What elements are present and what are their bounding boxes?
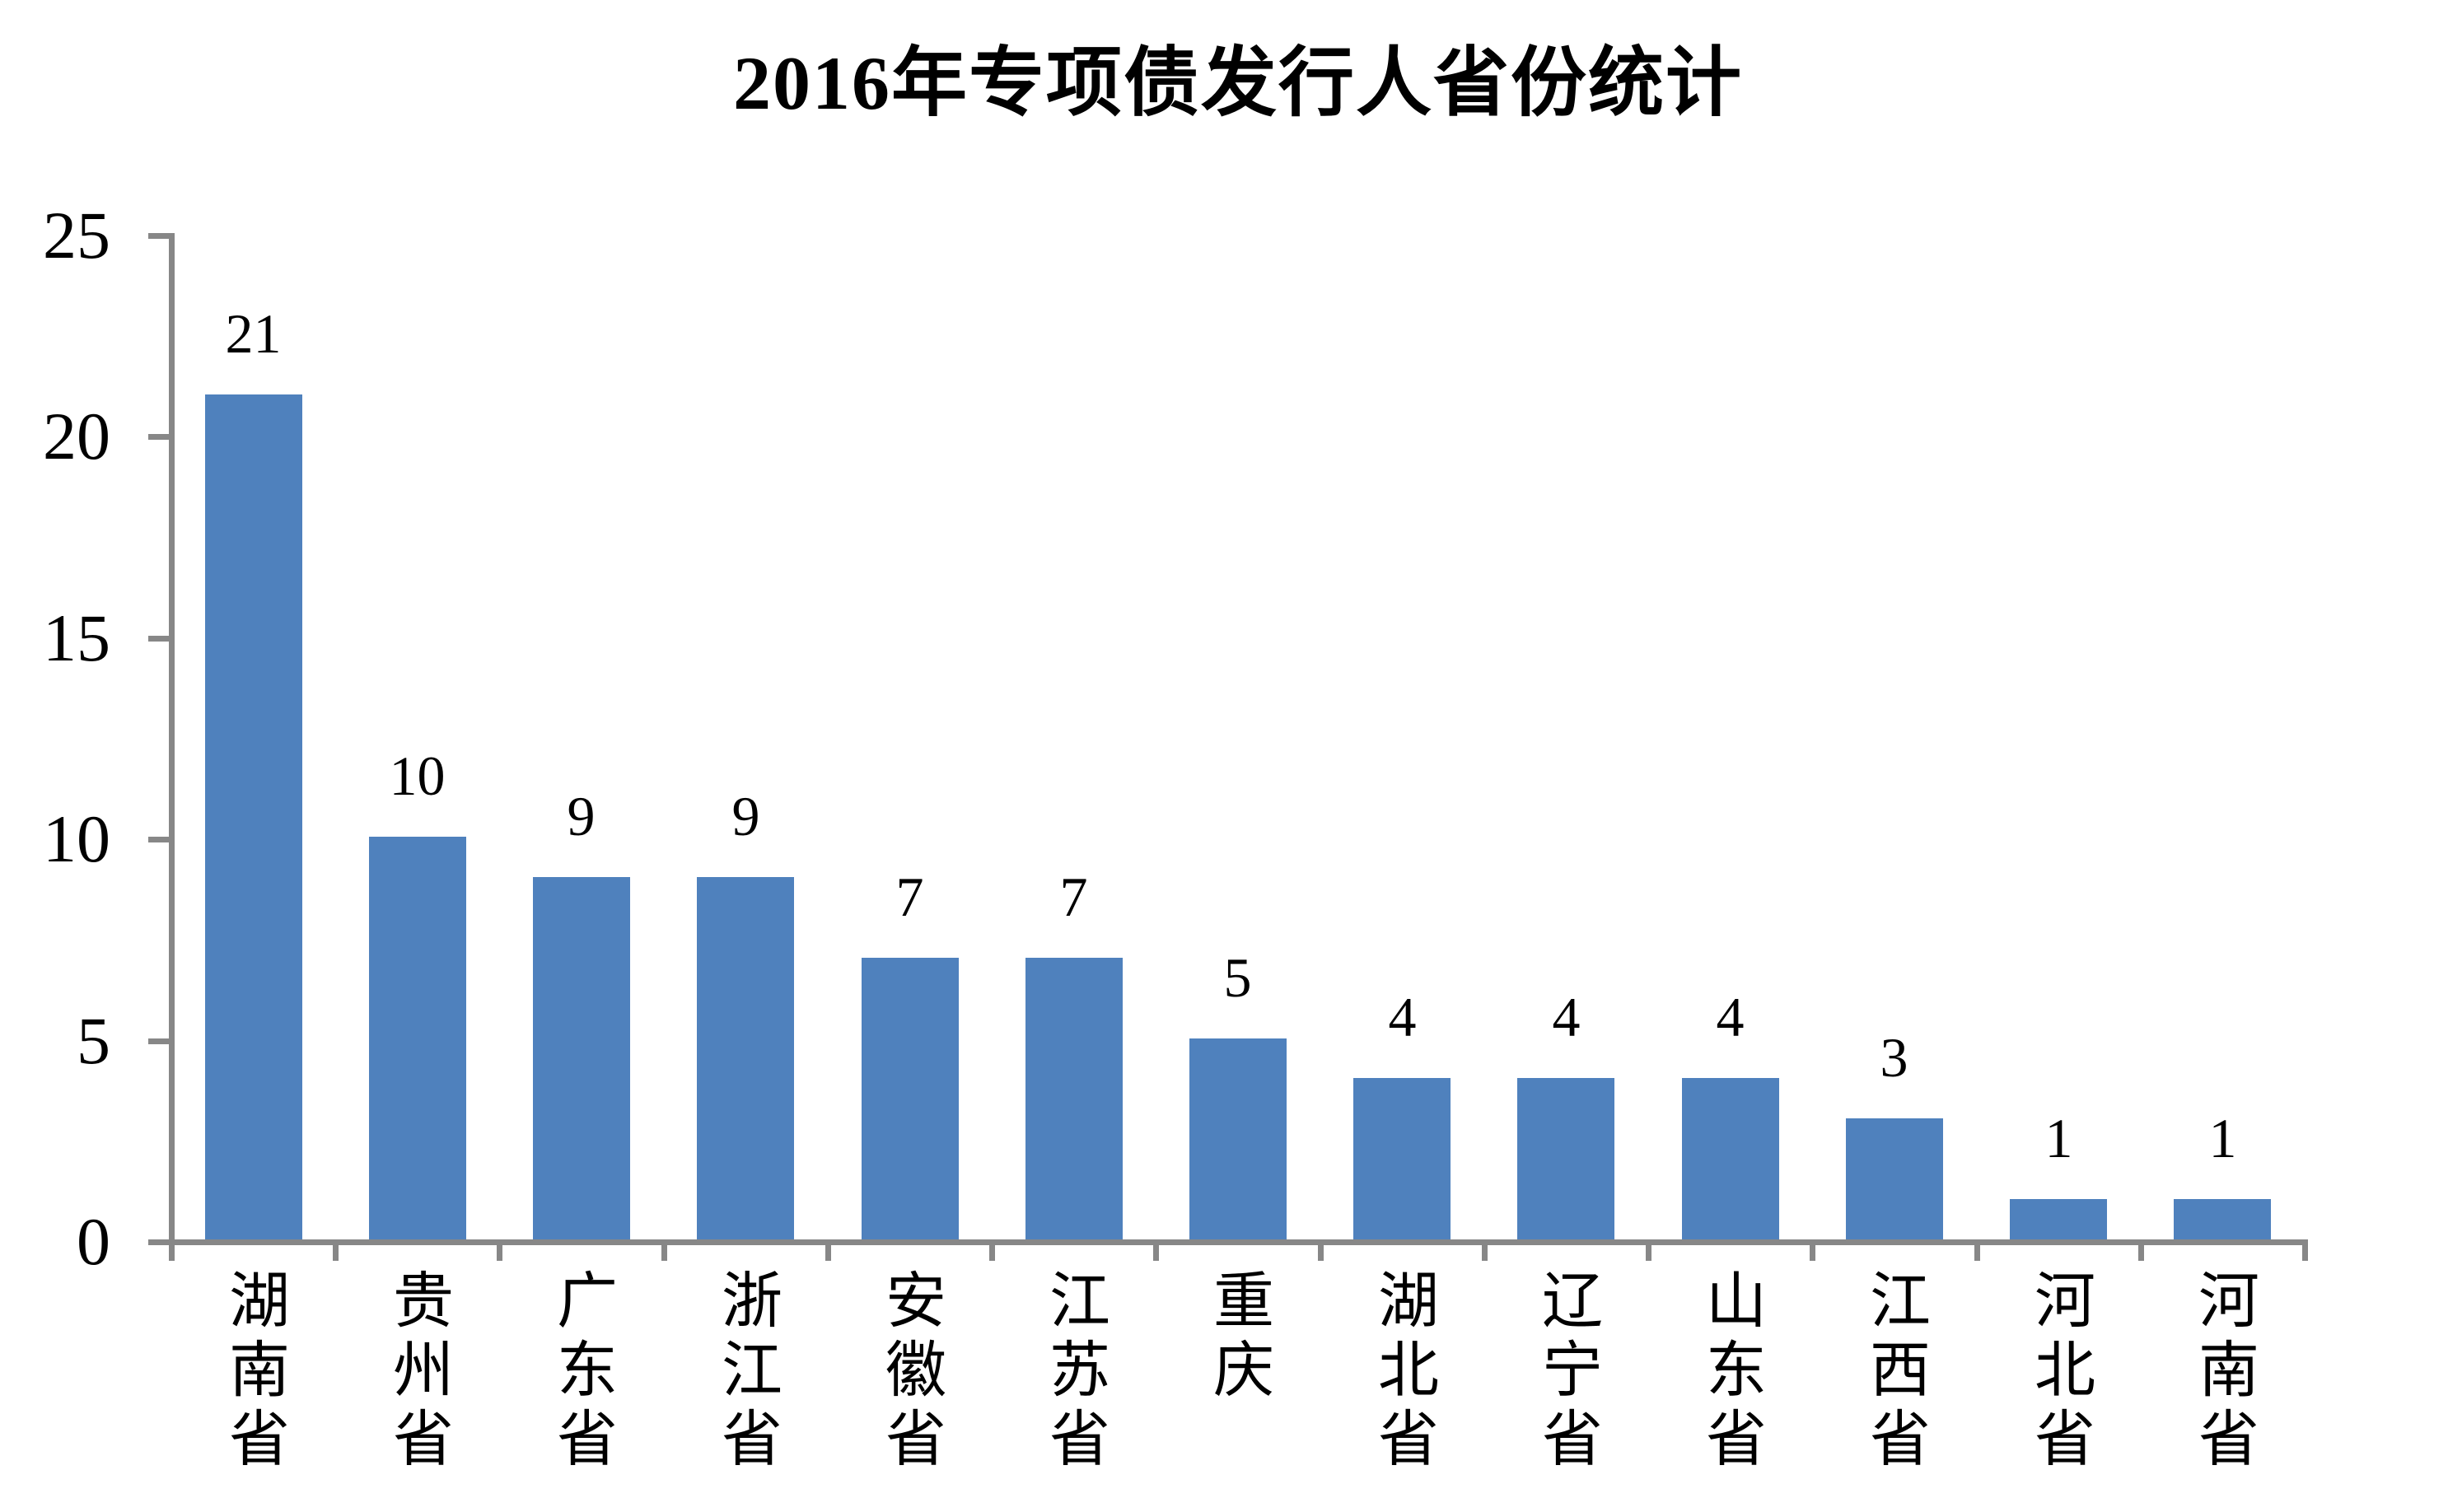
x-axis-category-label: 山东省 [1696,1268,1764,1476]
bar-data-label: 5 [1223,946,1252,1009]
y-axis-tick [148,434,169,440]
x-axis-category-label: 广东省 [547,1268,615,1476]
x-axis-category-label: 河南省 [2189,1268,2257,1476]
x-axis-label-cell: 江苏省 [992,1268,1156,1476]
bar-data-label: 1 [2044,1107,2073,1169]
bar-辽宁省 [1517,1078,1614,1239]
bar-data-label: 7 [1059,866,1088,928]
bar-重庆 [1189,1038,1287,1239]
chart-title: 2016年专项债发行人省份统计 [732,41,1743,125]
bar-data-label: 3 [1880,1026,1908,1089]
x-axis-tick [825,1239,831,1261]
x-axis-category-label: 湖南省 [219,1268,287,1476]
x-axis-category-label: 辽宁省 [1532,1268,1600,1476]
bar-data-label: 4 [1716,986,1745,1048]
bar-河北省 [2010,1199,2107,1239]
x-axis-label-cell: 浙江省 [664,1268,828,1476]
x-axis-tick [1974,1239,1980,1261]
x-axis-tick [497,1239,502,1261]
bar-data-label: 1 [2208,1107,2237,1169]
x-axis-label-cell: 重庆 [1156,1268,1320,1407]
x-axis-label-cell: 山东省 [1648,1268,1812,1476]
bar-安徽省 [862,958,959,1239]
x-axis-tick [661,1239,667,1261]
bar-河南省 [2174,1199,2271,1239]
bar-data-label: 9 [731,785,760,847]
x-axis-tick [1810,1239,1815,1261]
x-axis-label-cell: 湖北省 [1320,1268,1484,1476]
bar-湖南省 [205,394,302,1239]
bar-广东省 [533,877,630,1239]
y-axis-tick-label: 15 [43,600,110,675]
x-axis-category-label: 湖北省 [1368,1268,1437,1476]
y-axis-tick [148,636,169,642]
y-axis-tick-label: 5 [77,1003,110,1078]
y-axis-tick [148,1038,169,1044]
bar-湖北省 [1353,1078,1451,1239]
bar-data-label: 9 [567,785,596,847]
x-axis-label-cell: 河南省 [2141,1268,2305,1476]
bar-data-label: 7 [895,866,924,928]
y-axis-tick [148,1239,169,1245]
bar-浙江省 [697,877,794,1239]
x-axis-label-cell: 江西省 [1812,1268,1976,1476]
x-axis-tick [1646,1239,1651,1261]
x-axis-tick [2138,1239,2144,1261]
x-axis-label-cell: 安徽省 [828,1268,992,1476]
bar-data-label: 21 [225,302,282,365]
x-axis-label-cell: 贵州省 [335,1268,499,1476]
x-axis-category-label: 浙江省 [712,1268,780,1476]
y-axis-tick [148,233,169,239]
x-axis-category-label: 河北省 [2025,1268,2093,1476]
bar-山东省 [1682,1078,1779,1239]
bar-data-label: 4 [1388,986,1417,1048]
x-axis-tick [1482,1239,1488,1261]
x-axis-tick [2302,1239,2308,1261]
x-axis-category-label: 贵州省 [383,1268,451,1476]
bar-data-label: 10 [389,744,446,807]
x-axis-line [169,1239,2305,1245]
bar-贵州省 [369,837,466,1239]
y-axis-tick-label: 0 [77,1204,110,1279]
x-axis-label-cell: 湖南省 [171,1268,335,1476]
bar-江苏省 [1025,958,1123,1239]
bar-data-label: 4 [1552,986,1581,1048]
bar-江西省 [1846,1118,1943,1239]
y-axis-tick-label: 20 [43,399,110,474]
x-axis-category-label: 江西省 [1860,1268,1928,1476]
y-axis-tick-label: 10 [43,801,110,876]
x-axis-label-cell: 河北省 [1977,1268,2141,1476]
x-axis-label-cell: 广东省 [499,1268,663,1476]
x-axis-category-label: 安徽省 [876,1268,944,1476]
x-axis-category-label: 江苏省 [1039,1268,1108,1476]
x-axis-tick [169,1239,175,1261]
x-axis-tick [1318,1239,1324,1261]
x-axis-tick [1153,1239,1159,1261]
x-axis-tick [989,1239,995,1261]
x-axis-label-cell: 辽宁省 [1484,1268,1648,1476]
y-axis-tick [148,837,169,842]
y-axis-tick-label: 25 [43,198,110,273]
y-axis-line [169,233,175,1245]
x-axis-tick [333,1239,339,1261]
x-axis-category-label: 重庆 [1203,1268,1272,1407]
